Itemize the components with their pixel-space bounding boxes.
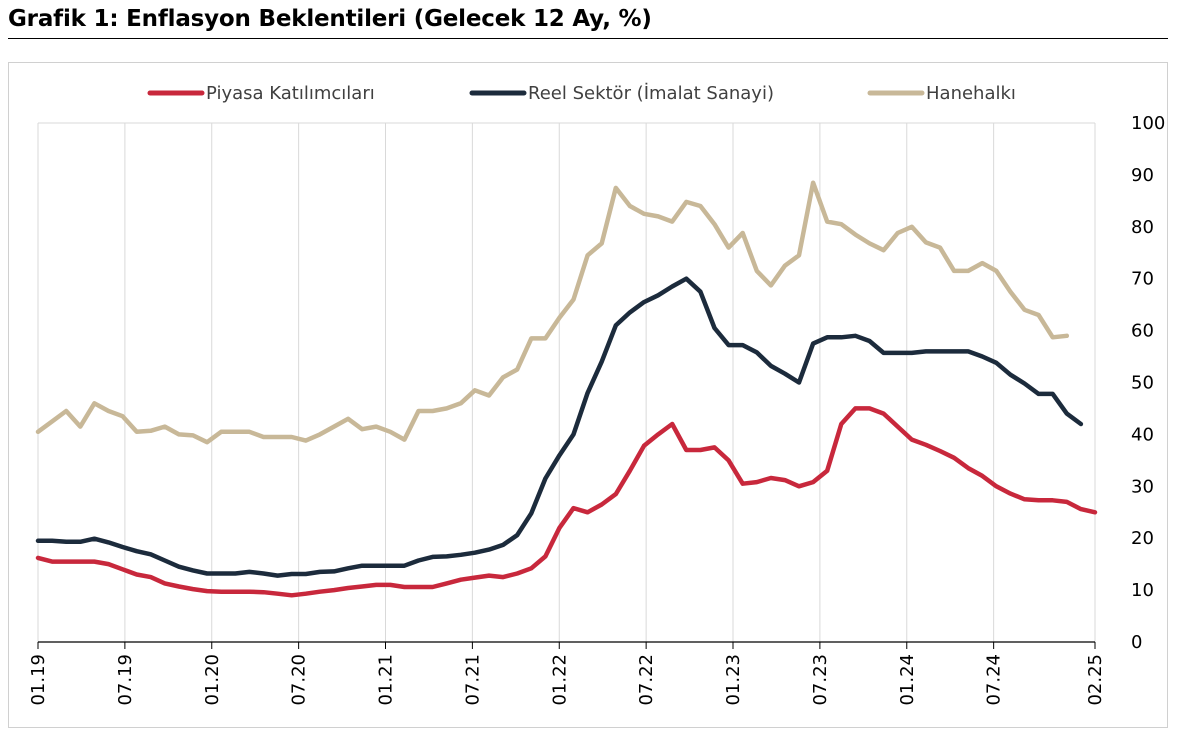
chart-frame — [8, 62, 1168, 728]
legend-label-1: Reel Sektör (İmalat Sanayi) — [528, 83, 774, 104]
x-tick-label: 01.20 — [202, 654, 223, 706]
y-tick-label: 60 — [1131, 321, 1154, 342]
y-tick-label: 100 — [1131, 113, 1165, 134]
x-tick-label: 07.20 — [289, 654, 310, 706]
series-line-2 — [35, 180, 1070, 445]
x-tick-label: 07.21 — [462, 654, 483, 706]
y-tick-label: 20 — [1131, 528, 1154, 549]
y-tick-label: 50 — [1131, 373, 1154, 394]
y-tick-label: 80 — [1131, 217, 1154, 238]
chart-title: Grafik 1: Enflasyon Beklentileri (Gelece… — [8, 6, 652, 32]
legend-label-0: Piyasa Katılımcıları — [206, 83, 375, 104]
y-tick-label: 0 — [1131, 632, 1142, 653]
y-tick-label: 90 — [1131, 165, 1154, 186]
x-tick-label: 01.21 — [376, 654, 397, 706]
y-tick-label: 70 — [1131, 269, 1154, 290]
y-tick-label: 40 — [1131, 424, 1154, 445]
title-underline — [8, 38, 1168, 39]
x-tick-label: 01.23 — [723, 654, 744, 706]
y-tick-label: 10 — [1131, 580, 1154, 601]
x-tick-label: 02.25 — [1085, 654, 1106, 706]
series-line-0 — [35, 406, 1098, 598]
x-tick-label: 07.24 — [984, 654, 1005, 706]
y-tick-label: 30 — [1131, 476, 1154, 497]
x-tick-label: 01.22 — [549, 654, 570, 706]
series-line-1 — [35, 276, 1084, 578]
x-tick-label: 07.22 — [636, 654, 657, 706]
x-tick-label: 01.24 — [897, 654, 918, 706]
x-tick-label: 07.23 — [810, 654, 831, 706]
legend-label-2: Hanehalkı — [926, 83, 1016, 104]
x-tick-label: 01.19 — [28, 654, 49, 706]
x-tick-label: 07.19 — [115, 654, 136, 706]
